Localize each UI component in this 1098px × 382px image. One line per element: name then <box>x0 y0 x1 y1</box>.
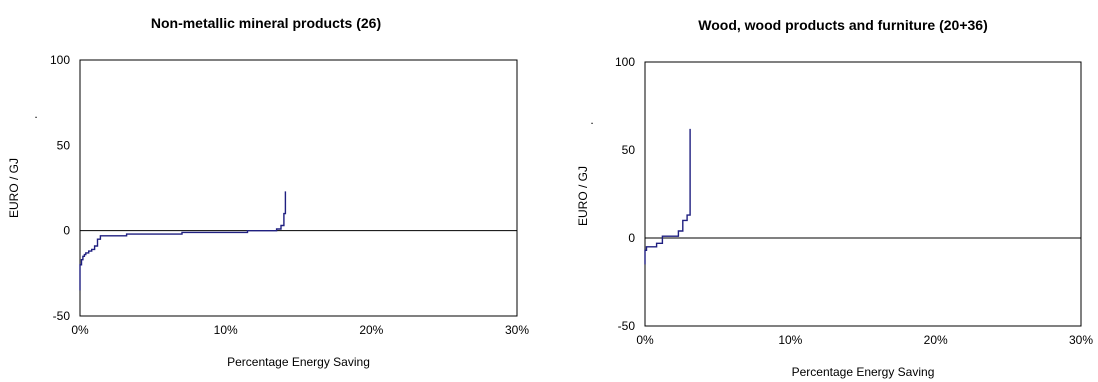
y-tick-label: 50 <box>622 143 636 157</box>
y-axis-label-mark: . <box>34 107 37 121</box>
x-tick-label: 30% <box>505 323 529 337</box>
chart-title: Non-metallic mineral products (26) <box>151 15 381 31</box>
chart-title: Wood, wood products and furniture (20+36… <box>698 17 987 33</box>
y-tick-label: -50 <box>618 319 636 333</box>
x-tick-label: 20% <box>359 323 383 337</box>
y-axis-label: EURO / GJ <box>7 158 21 218</box>
x-axis-label: Percentage Energy Saving <box>792 365 935 379</box>
x-axis-label: Percentage Energy Saving <box>227 355 370 369</box>
chart-panel-2: Wood, wood products and furniture (20+36… <box>576 17 1093 379</box>
chart-panel-1: Non-metallic mineral products (26) 100 50 0… <box>7 15 529 369</box>
y-tick-label: 100 <box>615 55 635 69</box>
y-tick-label: 0 <box>63 224 70 238</box>
series-line-1 <box>644 128 691 265</box>
y-tick-label: 100 <box>50 53 70 67</box>
x-tick-label: 0% <box>71 323 89 337</box>
y-axis-label: EURO / GJ <box>576 166 590 226</box>
x-tick-label: 0% <box>636 333 654 347</box>
y-tick-label: 50 <box>57 138 71 152</box>
y-tick-label: 0 <box>628 231 635 245</box>
x-tick-label: 10% <box>214 323 238 337</box>
plot-area-frame <box>644 61 1082 327</box>
series-line-1 <box>79 191 287 291</box>
y-axis-label-mark: . <box>590 113 593 127</box>
x-tick-label: 20% <box>924 333 948 347</box>
plot-area-frame <box>79 59 518 317</box>
y-tick-label: -50 <box>53 309 71 323</box>
x-tick-label: 10% <box>778 333 802 347</box>
x-tick-label: 30% <box>1069 333 1093 347</box>
